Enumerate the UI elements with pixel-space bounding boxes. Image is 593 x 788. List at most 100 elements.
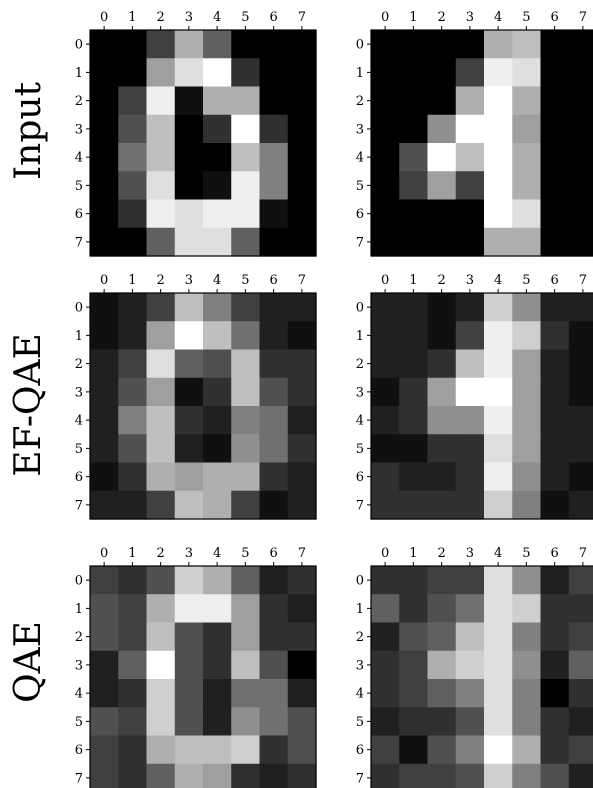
heatmap-cell (371, 622, 400, 652)
x-tick-label: 1 (409, 10, 417, 25)
heatmap-cell (427, 114, 457, 144)
heatmap-cell (90, 735, 119, 765)
heatmap-cell (512, 434, 542, 464)
heatmap-cell (371, 58, 400, 88)
panel-frame (370, 29, 593, 257)
heatmap-cell (118, 293, 148, 322)
heatmap-cell (287, 143, 317, 172)
heatmap-cell (203, 594, 232, 624)
heatmap-cell (540, 406, 570, 435)
heatmap-cell (146, 171, 176, 201)
heatmap-cell (90, 199, 119, 229)
y-tick-label: 3 (75, 122, 83, 137)
heatmap-cell (146, 30, 176, 59)
heatmap-cell (90, 349, 119, 379)
heatmap-cell (174, 143, 204, 172)
heatmap-cell (512, 763, 542, 788)
heatmap-cell (455, 227, 485, 257)
heatmap-cell (399, 566, 429, 595)
heatmap-cell (484, 490, 513, 520)
heatmap-cell (540, 86, 570, 116)
heatmap-cell (540, 114, 570, 144)
y-tick-label: 0 (75, 38, 83, 53)
heatmap-cell (287, 490, 317, 520)
x-tick-label: 7 (579, 10, 587, 25)
heatmap-cell (540, 622, 570, 652)
x-tick-label: 6 (269, 273, 277, 288)
heatmap-cell (146, 650, 176, 680)
heatmap-cell (118, 735, 148, 765)
heatmap-cell (259, 462, 289, 492)
heatmap-cell (484, 199, 513, 229)
heatmap-cell (568, 735, 593, 765)
heatmap-cell (203, 707, 232, 737)
heatmap-cell (90, 143, 119, 172)
heatmap-cell (540, 490, 570, 520)
heatmap-cell (568, 143, 593, 172)
heatmap-cell (399, 735, 429, 765)
heatmap-cell (203, 349, 232, 379)
heatmap-cell (371, 594, 400, 624)
heatmap-cell (540, 566, 570, 595)
heatmap-cell (231, 566, 261, 595)
heatmap-cell (259, 171, 289, 201)
x-tick-label: 1 (409, 273, 417, 288)
heatmap-cell (174, 199, 204, 229)
x-tick-label: 2 (156, 10, 164, 25)
y-tick-label: 5 (75, 442, 83, 457)
heatmap-cell (512, 114, 542, 144)
heatmap-cell (455, 462, 485, 492)
y-tick-label: 4 (356, 151, 364, 166)
x-tick-label: 5 (241, 273, 249, 288)
row-label-qae: QAE (8, 621, 49, 703)
heatmap-cell (174, 227, 204, 257)
heatmap-cell (231, 86, 261, 116)
y-tick-label: 2 (356, 630, 364, 645)
heatmap-cell (203, 490, 232, 520)
heatmap-cell (203, 114, 232, 144)
heatmap-cell (287, 58, 317, 88)
heatmap-cell (568, 650, 593, 680)
heatmap-cell (371, 763, 400, 788)
heatmap-cell (371, 406, 400, 435)
heatmap-cell (231, 30, 261, 59)
heatmap-cell (484, 293, 513, 322)
x-tick-label: 6 (269, 546, 277, 561)
heatmap-cell (427, 566, 457, 595)
heatmap-cell (399, 227, 429, 257)
heatmap-cell (568, 171, 593, 201)
heatmap-cell (399, 349, 429, 379)
heatmap-cell (118, 321, 148, 351)
heatmap-cell (231, 650, 261, 680)
heatmap-cell (455, 293, 485, 322)
heatmap-cell (512, 199, 542, 229)
x-tick-label: 5 (522, 546, 530, 561)
y-tick-label: 7 (75, 771, 83, 786)
y-tick-label: 6 (75, 470, 83, 485)
x-tick-label: 4 (213, 10, 221, 25)
heatmap-cell (259, 763, 289, 788)
heatmap-panel-qae-0: 0 0 1 1 2 2 3 3 4 4 5 5 6 6 7 7 (75, 546, 317, 788)
heatmap-cell (484, 679, 513, 708)
heatmap-cell (371, 735, 400, 765)
heatmap-cell (427, 406, 457, 435)
panel-frame (89, 565, 317, 788)
x-tick-label: 1 (128, 273, 136, 288)
heatmap-cell (287, 566, 317, 595)
heatmap-cell (174, 114, 204, 144)
heatmap-cell (118, 763, 148, 788)
heatmap-cell (90, 622, 119, 652)
heatmap-cell (512, 321, 542, 351)
y-tick-label: 5 (75, 715, 83, 730)
heatmap-cell (118, 377, 148, 407)
heatmap-cell (259, 735, 289, 765)
heatmap-cell (568, 114, 593, 144)
heatmap-cell (90, 30, 119, 59)
heatmap-cell (399, 58, 429, 88)
heatmap-cell (174, 58, 204, 88)
heatmap-cell (427, 349, 457, 379)
heatmap-cell (512, 566, 542, 595)
heatmap-cell (231, 58, 261, 88)
heatmap-cell (118, 462, 148, 492)
x-tick-label: 3 (466, 546, 474, 561)
